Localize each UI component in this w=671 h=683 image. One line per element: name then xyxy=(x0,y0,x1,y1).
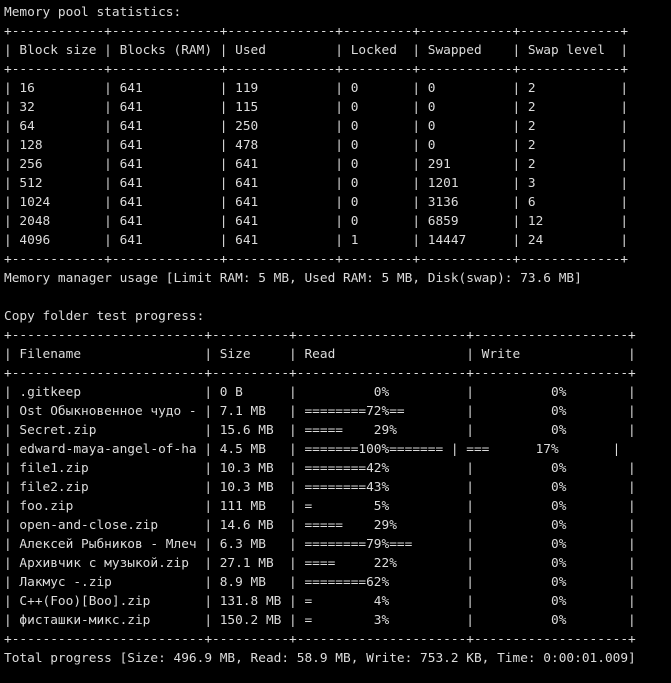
copy-table-row: | С++(Foo)[Boo].zip | 131.8 MB | = 4% | … xyxy=(4,594,636,609)
memory-table-row: | 1024 | 641 | 641 | 0 | 3136 | 6 | xyxy=(4,195,629,210)
copy-table-row: | Алексей Рыбников - Млеч | 6.3 MB | ===… xyxy=(4,537,636,552)
memory-table-row: | 64 | 641 | 250 | 0 | 0 | 2 | xyxy=(4,119,629,134)
memory-pool-title: Memory pool statistics: xyxy=(4,5,182,20)
copy-table-border-top: +-------------------------+----------+--… xyxy=(4,328,636,343)
copy-table-row: | file2.zip | 10.3 MB | ========43% | 0%… xyxy=(4,480,636,495)
copy-table-header: | Filename | Size | Read | Write | xyxy=(4,347,636,362)
memory-table-header: | Block size | Blocks (RAM) | Used | Loc… xyxy=(4,43,629,58)
copy-table-row: | Ost Обыкновенное чудо - | 7.1 MB | ===… xyxy=(4,404,636,419)
blank-line xyxy=(4,288,671,307)
copy-table-row: | edward-maya-angel-of-ha | 4.5 MB | ===… xyxy=(4,442,621,457)
memory-table-border-bottom: +------------+--------------+-----------… xyxy=(4,252,629,267)
copy-table-row: | Secret.zip | 15.6 MB | ===== 29% | 0% … xyxy=(4,423,636,438)
copy-progress-title: Copy folder test progress: xyxy=(4,309,205,324)
copy-table-border-mid: +-------------------------+----------+--… xyxy=(4,366,636,381)
copy-table-row: | open-and-close.zip | 14.6 MB | ===== 2… xyxy=(4,518,636,533)
memory-table-border-top: +------------+--------------+-----------… xyxy=(4,24,629,39)
copy-table-row: | .gitkeep | 0 B | 0% | 0% | xyxy=(4,385,636,400)
copy-table-row: | Архивчик с музыкой.zip | 27.1 MB | ===… xyxy=(4,556,636,571)
copy-table-row: | file1.zip | 10.3 MB | ========42% | 0%… xyxy=(4,461,636,476)
memory-manager-usage: Memory manager usage [Limit RAM: 5 MB, U… xyxy=(4,271,582,286)
copy-table-row: | Лакмус -.zip | 8.9 MB | ========62% | … xyxy=(4,575,636,590)
memory-table-border-mid: +------------+--------------+-----------… xyxy=(4,62,629,77)
memory-table-row: | 16 | 641 | 119 | 0 | 0 | 2 | xyxy=(4,81,629,96)
memory-table-row: | 256 | 641 | 641 | 0 | 291 | 2 | xyxy=(4,157,629,172)
memory-table-row: | 128 | 641 | 478 | 0 | 0 | 2 | xyxy=(4,138,629,153)
memory-table-row: | 4096 | 641 | 641 | 1 | 14447 | 24 | xyxy=(4,233,629,248)
total-progress: Total progress [Size: 496.9 MB, Read: 58… xyxy=(4,651,636,666)
copy-table-border-bottom: +-------------------------+----------+--… xyxy=(4,632,636,647)
memory-table-row: | 512 | 641 | 641 | 0 | 1201 | 3 | xyxy=(4,176,629,191)
memory-table-row: | 2048 | 641 | 641 | 0 | 6859 | 12 | xyxy=(4,214,629,229)
memory-table-row: | 32 | 641 | 115 | 0 | 0 | 2 | xyxy=(4,100,629,115)
copy-table-row: | foo.zip | 111 MB | = 5% | 0% | xyxy=(4,499,636,514)
copy-table-row: | фисташки-микс.zip | 150.2 MB | = 3% | … xyxy=(4,613,636,628)
